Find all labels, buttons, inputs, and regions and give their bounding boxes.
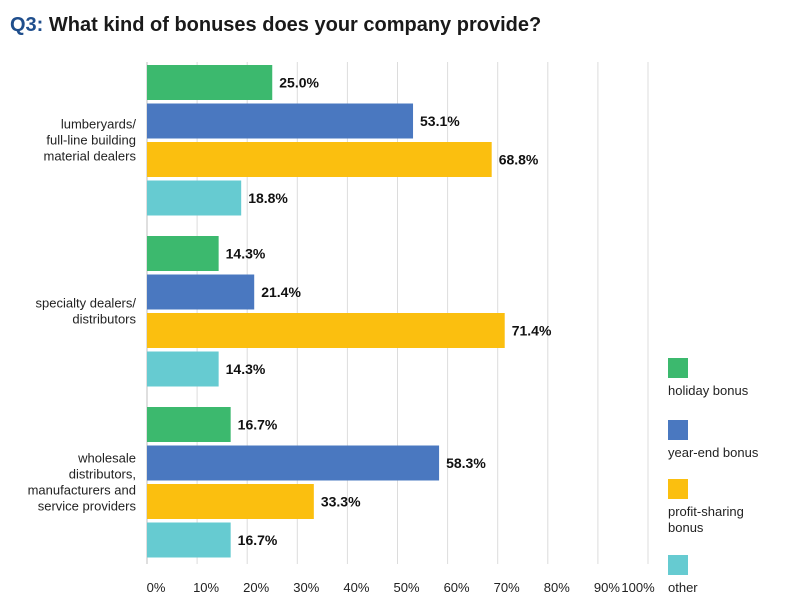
legend-label: profit-sharing bbox=[668, 504, 744, 519]
bar bbox=[147, 274, 255, 310]
data-label: 25.0% bbox=[279, 75, 319, 91]
x-tick-label: 70% bbox=[494, 580, 520, 595]
bar bbox=[147, 351, 219, 387]
category-label: lumberyards/ bbox=[61, 116, 137, 131]
category-label: service providers bbox=[38, 498, 137, 513]
bar bbox=[147, 180, 242, 216]
data-label: 71.4% bbox=[512, 323, 552, 339]
x-tick-label: 10% bbox=[193, 580, 219, 595]
bar bbox=[147, 65, 273, 100]
category-label: material dealers bbox=[44, 148, 137, 163]
category-label: manufacturers and bbox=[28, 482, 136, 497]
data-label: 58.3% bbox=[446, 455, 486, 471]
data-label: 14.3% bbox=[226, 361, 266, 377]
legend-label: bonus bbox=[668, 520, 704, 535]
legend-swatch bbox=[668, 479, 688, 499]
x-tick-label: 30% bbox=[293, 580, 319, 595]
question-text: What kind of bonuses does your company p… bbox=[48, 14, 542, 36]
category-label: full-line building bbox=[46, 132, 136, 147]
legend-swatch bbox=[668, 358, 688, 378]
bar bbox=[147, 313, 505, 348]
category-label: distributors, bbox=[69, 466, 136, 481]
bar bbox=[147, 522, 231, 558]
data-label: 33.3% bbox=[321, 494, 361, 510]
bar bbox=[147, 407, 231, 442]
legend-label: year-end bonus bbox=[668, 445, 759, 460]
data-label: 68.8% bbox=[499, 152, 539, 168]
data-label: 14.3% bbox=[226, 246, 266, 262]
legend-swatch bbox=[668, 420, 688, 440]
category-label: distributors bbox=[72, 311, 136, 326]
chart-title: Q3: What kind of bonuses does your compa… bbox=[10, 14, 541, 37]
bar bbox=[147, 445, 440, 481]
x-tick-label: 60% bbox=[444, 580, 470, 595]
data-label: 53.1% bbox=[420, 113, 460, 129]
x-tick-label: 100% bbox=[621, 580, 655, 595]
legend-label: other bbox=[668, 580, 698, 595]
bar bbox=[147, 142, 492, 177]
data-label: 16.7% bbox=[238, 417, 278, 433]
data-label: 21.4% bbox=[261, 284, 301, 300]
x-tick-label: 50% bbox=[393, 580, 419, 595]
category-label: specialty dealers/ bbox=[36, 295, 137, 310]
legend-label: holiday bonus bbox=[668, 383, 749, 398]
legend-swatch bbox=[668, 555, 688, 575]
data-label: 18.8% bbox=[248, 190, 288, 206]
bar bbox=[147, 236, 219, 271]
bar bbox=[147, 103, 414, 139]
data-label: 16.7% bbox=[238, 532, 278, 548]
x-tick-label: 90% bbox=[594, 580, 620, 595]
x-tick-label: 80% bbox=[544, 580, 570, 595]
x-tick-label: 40% bbox=[343, 580, 369, 595]
question-number: Q3: bbox=[10, 14, 44, 36]
x-tick-label: 20% bbox=[243, 580, 269, 595]
category-label: wholesale bbox=[77, 450, 136, 465]
x-tick-label: 0% bbox=[147, 580, 166, 595]
bar bbox=[147, 484, 314, 519]
